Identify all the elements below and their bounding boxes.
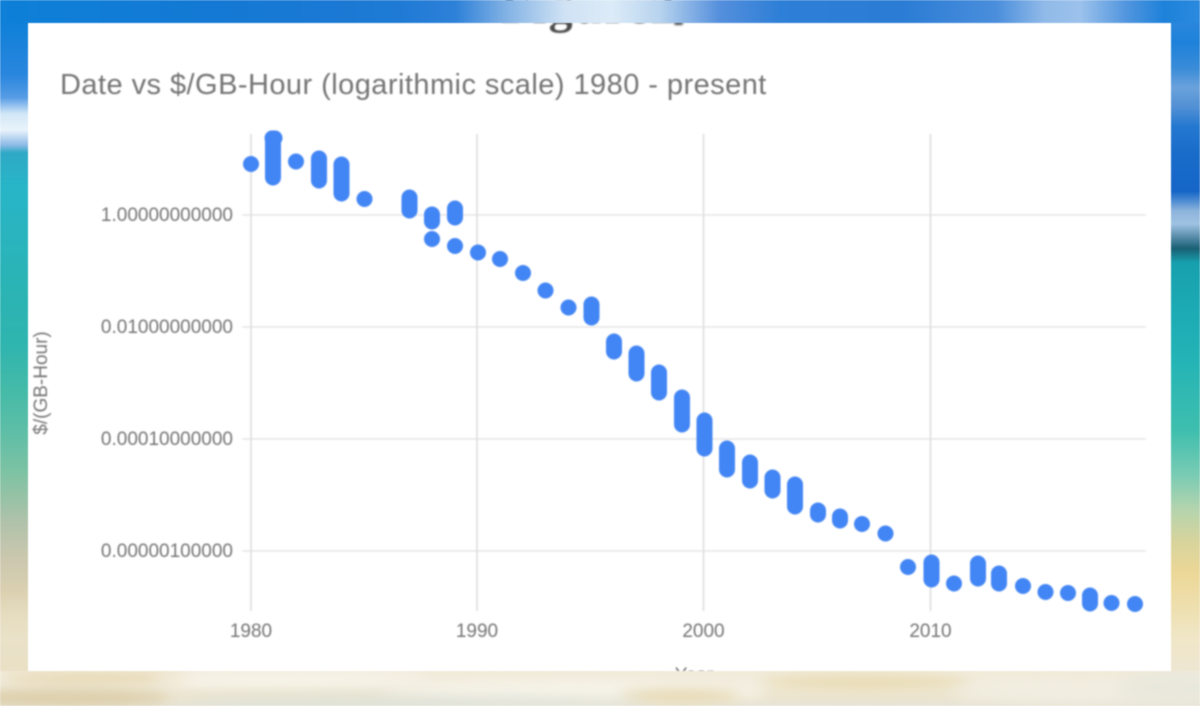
svg-text:0.01000000000: 0.01000000000: [101, 317, 233, 338]
svg-text:2010: 2010: [909, 621, 951, 642]
svg-text:1980: 1980: [230, 621, 272, 642]
svg-text:$/(GB-Hour): $/(GB-Hour): [31, 331, 52, 434]
svg-text:Date vs $/GB-Hour (logarithmic: Date vs $/GB-Hour (logarithmic scale) 19…: [60, 69, 767, 101]
svg-text:0.00010000000: 0.00010000000: [101, 429, 233, 450]
svg-text:0.00000100000: 0.00000100000: [101, 541, 233, 562]
svg-text:2000: 2000: [682, 621, 724, 642]
svg-text:1.00000000000: 1.00000000000: [101, 205, 233, 226]
svg-text:1990: 1990: [456, 621, 498, 642]
